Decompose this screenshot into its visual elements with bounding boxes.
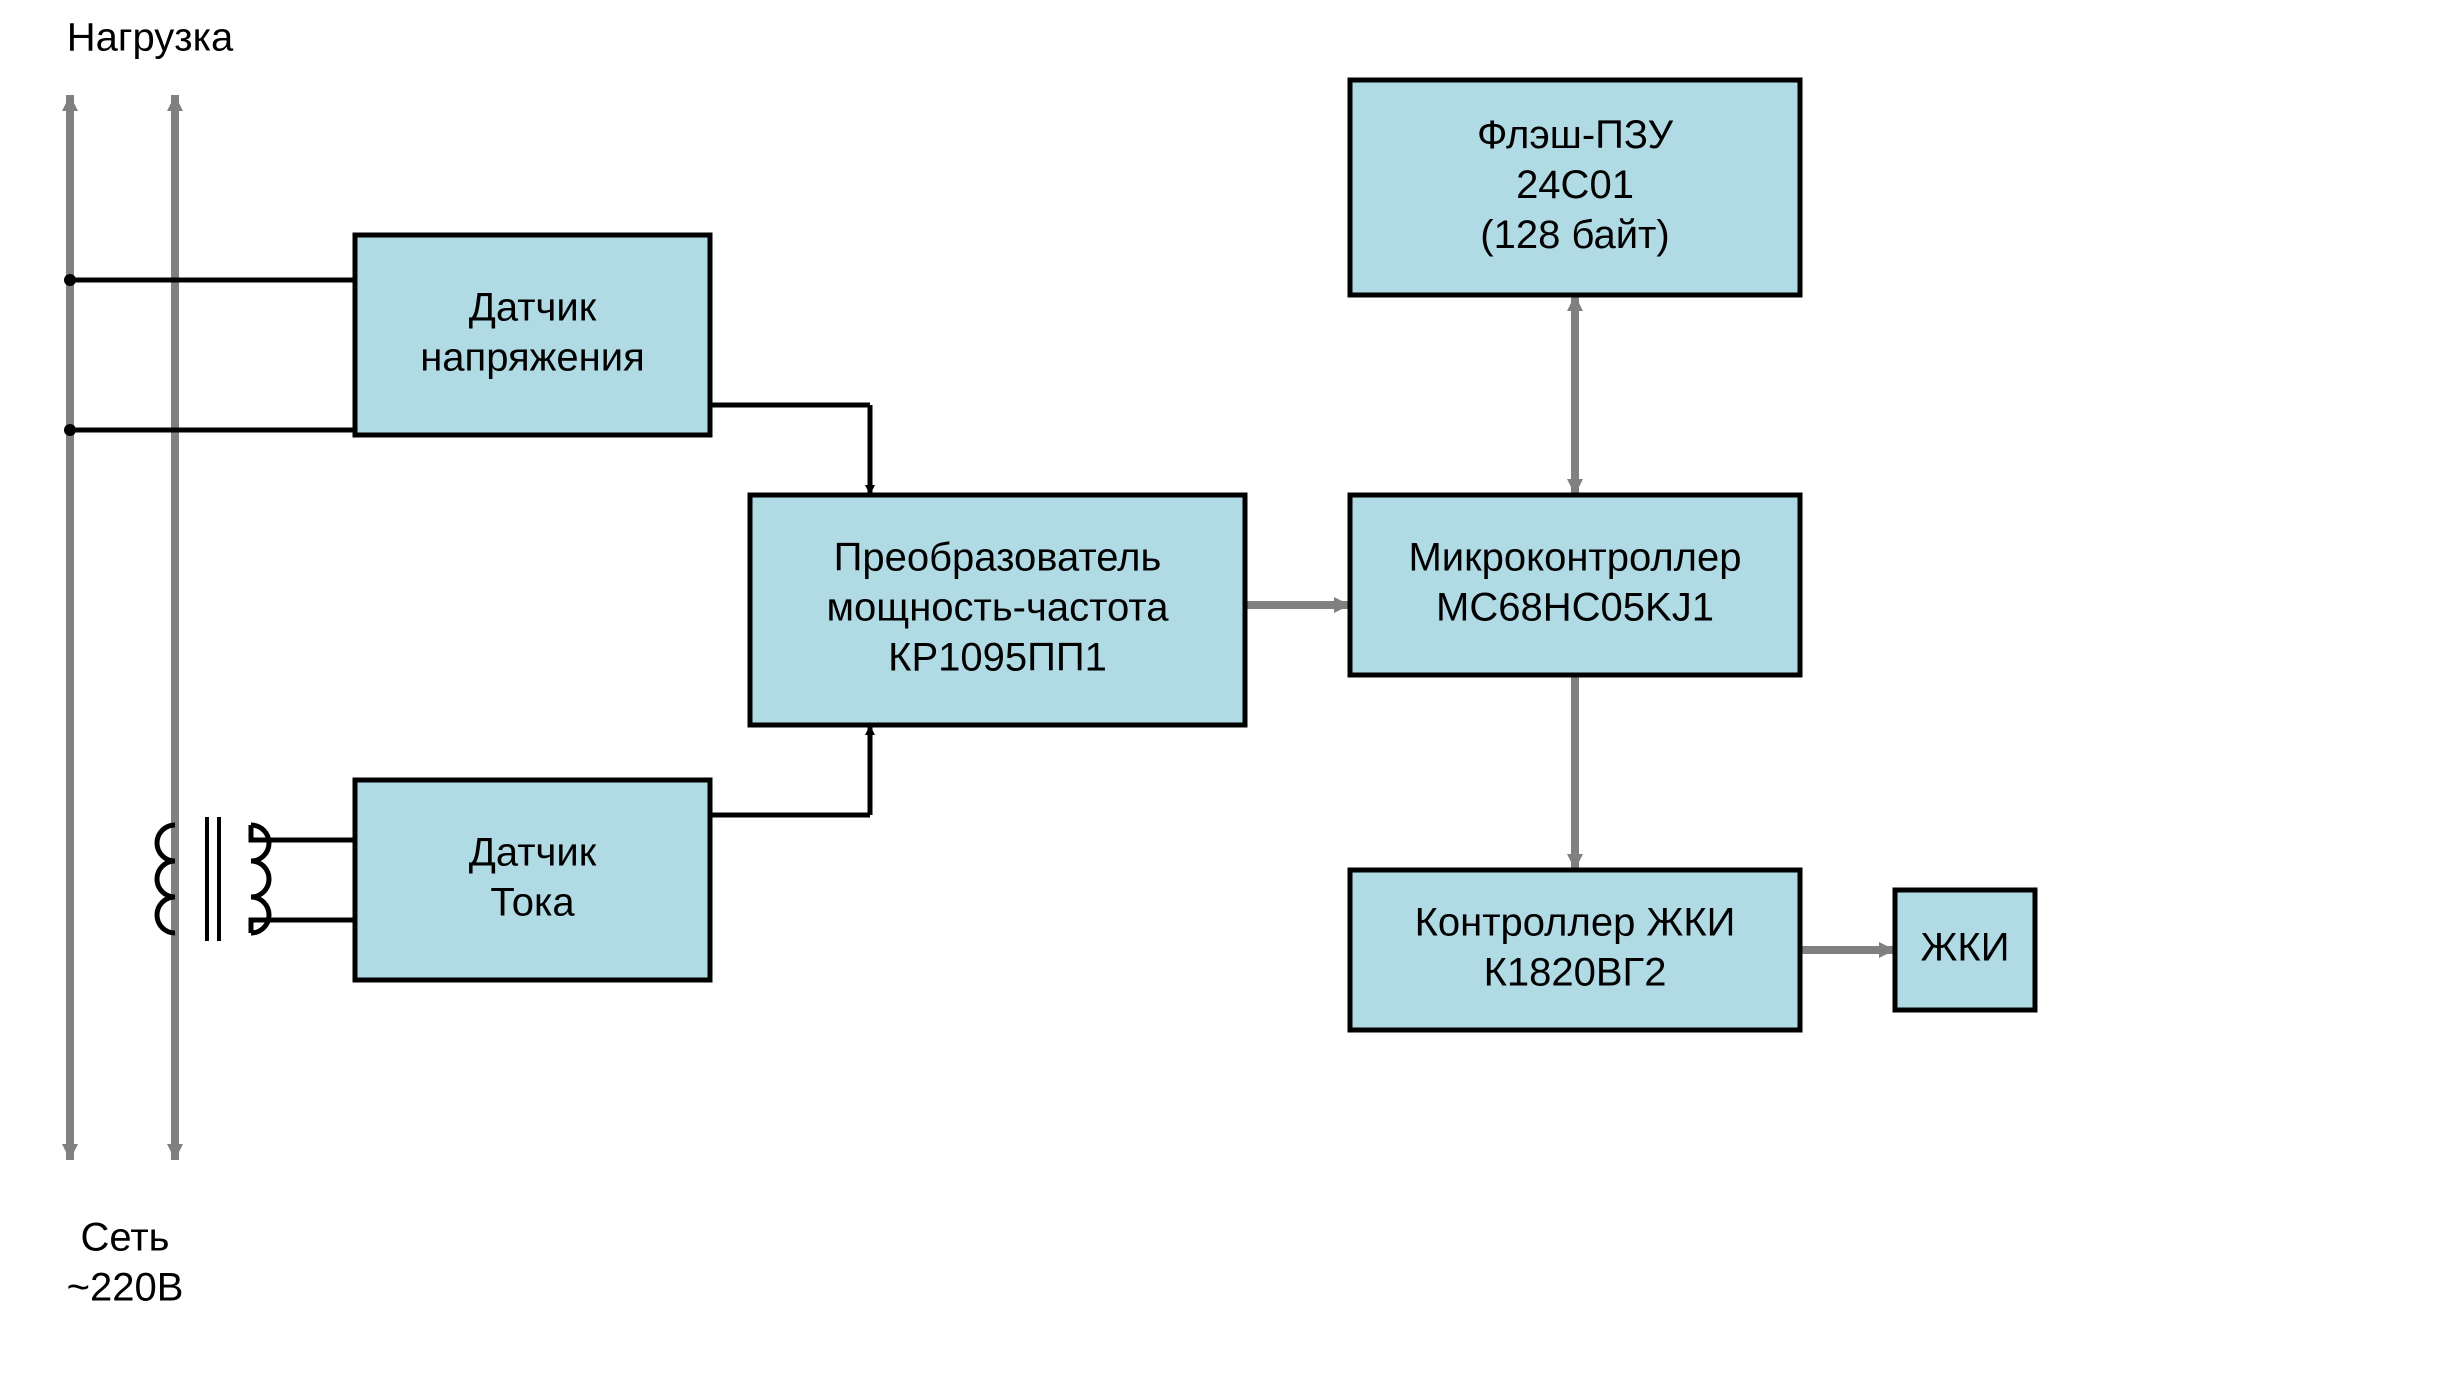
node-label: (128 байт) <box>1480 213 1669 257</box>
mains-label: Сеть <box>81 1216 170 1260</box>
node-voltage-sensor: Датчик напряжения <box>355 235 710 435</box>
mains-label: ~220В <box>67 1266 184 1310</box>
node-label: Контроллер ЖКИ <box>1415 901 1736 945</box>
node-flash-rom: Флэш-ПЗУ 24C01 (128 байт) <box>1350 80 1800 295</box>
node-lcd: ЖКИ <box>1895 890 2035 1010</box>
node-label: Флэш-ПЗУ <box>1477 113 1674 157</box>
node-mcu: Микроконтроллер MC68HC05KJ1 <box>1350 495 1800 675</box>
node-label: ЖКИ <box>1921 926 2010 970</box>
node-current-sensor: Датчик Тока <box>355 780 710 980</box>
node-converter: Преобразователь мощность-частота КР1095ПП1 <box>750 495 1245 725</box>
node-lcd-controller: Контроллер ЖКИ К1820ВГ2 <box>1350 870 1800 1030</box>
node-label: Датчик <box>469 831 597 875</box>
junction-dot <box>64 424 76 436</box>
node-label: Микроконтроллер <box>1408 536 1741 580</box>
node-label: Тока <box>490 881 575 925</box>
node-label: КР1095ПП1 <box>888 636 1107 680</box>
node-label: MC68HC05KJ1 <box>1436 586 1714 630</box>
node-label: Датчик <box>469 286 597 330</box>
junction-dot <box>64 274 76 286</box>
node-label: К1820ВГ2 <box>1484 951 1667 995</box>
load-label: Нагрузка <box>67 16 234 60</box>
node-label: Преобразователь <box>834 536 1162 580</box>
node-label: 24C01 <box>1516 163 1634 207</box>
node-label: мощность-частота <box>827 586 1170 630</box>
node-label: напряжения <box>420 336 645 380</box>
